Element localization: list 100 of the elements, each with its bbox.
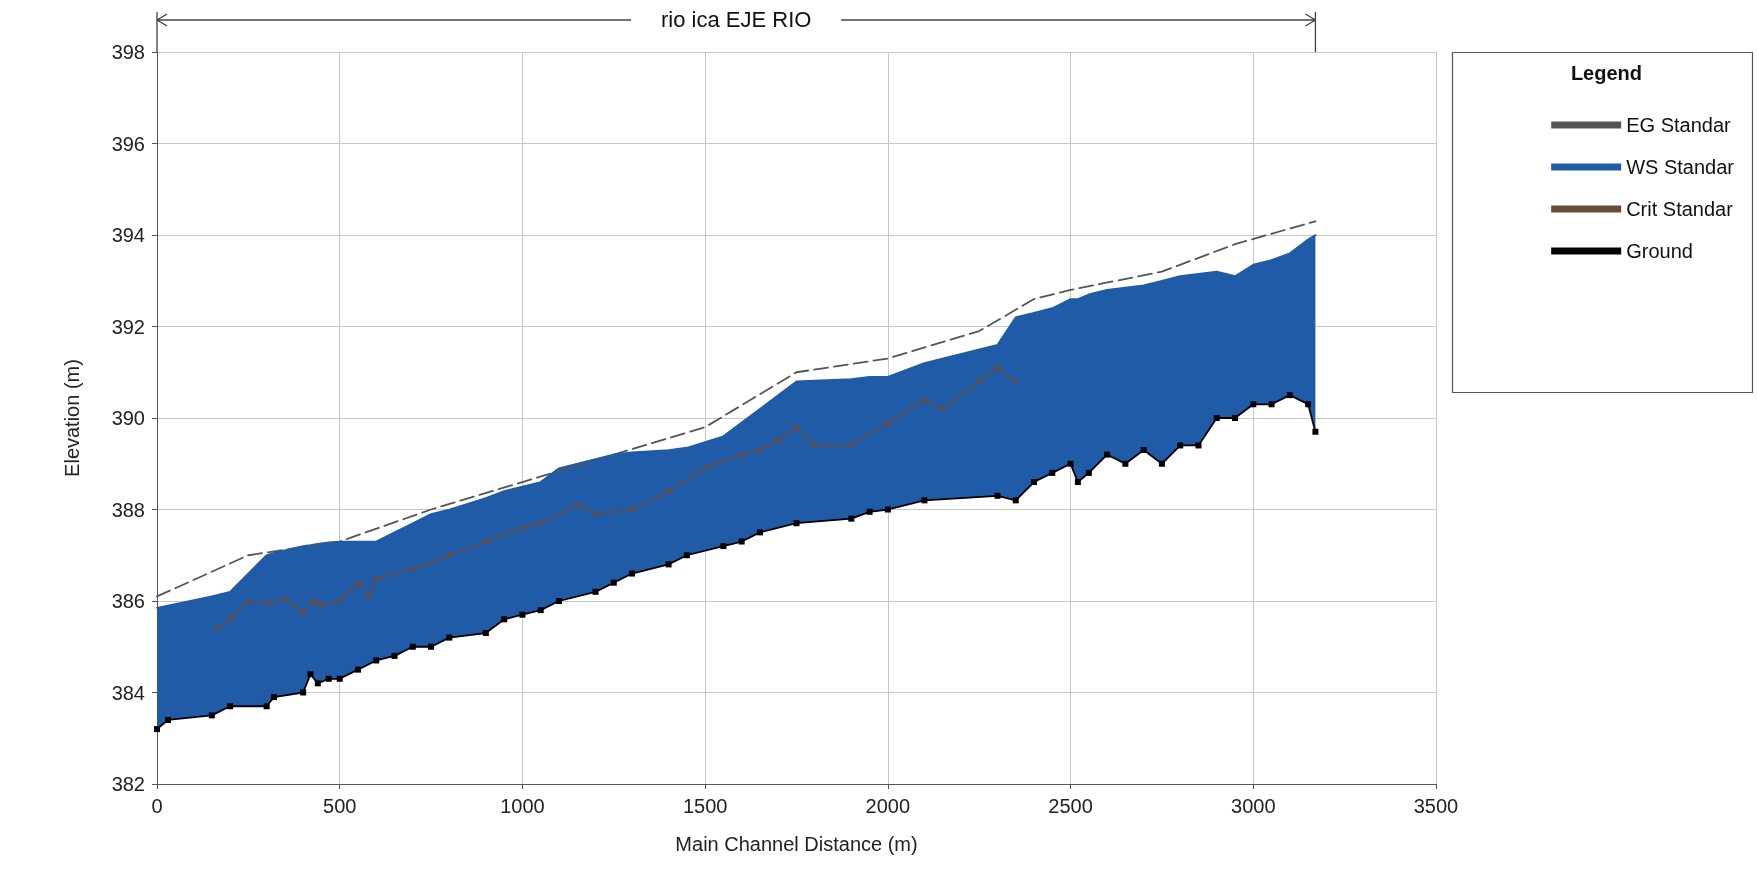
point — [372, 574, 380, 582]
y-tick-label: 386 — [111, 590, 145, 612]
legend-title: Legend — [1570, 62, 1643, 84]
y-tick-label: 390 — [111, 407, 145, 429]
x-axis-title: Main Channel Distance (m) — [675, 833, 918, 855]
point — [720, 543, 727, 550]
point — [629, 570, 636, 577]
legend-label: EG Standar — [1626, 114, 1732, 136]
point — [774, 437, 782, 445]
point — [884, 506, 891, 513]
point — [409, 565, 417, 573]
x-tick-label: 0 — [151, 795, 163, 817]
point — [373, 657, 380, 664]
y-tick-label: 388 — [111, 498, 145, 521]
point — [300, 689, 307, 696]
y-tick-label: 382 — [111, 773, 145, 795]
point — [354, 666, 361, 673]
point — [244, 597, 252, 605]
y-axis-title: Elevation (m) — [61, 359, 83, 477]
point — [307, 671, 314, 678]
point — [365, 592, 373, 600]
point — [226, 615, 234, 623]
point — [336, 597, 344, 605]
point — [501, 616, 508, 623]
point — [1140, 447, 1147, 454]
y-tick-label: 396 — [111, 132, 145, 155]
point — [1085, 469, 1092, 476]
point — [756, 446, 764, 454]
point — [848, 515, 855, 522]
point — [281, 595, 289, 603]
point — [683, 552, 690, 559]
chart-title: rio ica EJE RIO — [660, 7, 813, 33]
legend-label: Ground — [1626, 240, 1693, 262]
point — [793, 423, 800, 431]
point — [1104, 451, 1111, 458]
point — [921, 497, 928, 504]
point — [519, 611, 526, 618]
y-tick-label: 398 — [111, 41, 145, 63]
point — [446, 634, 453, 641]
point — [1122, 460, 1129, 467]
point — [592, 510, 600, 518]
point — [555, 598, 562, 604]
x-tick-label: 2000 — [865, 795, 911, 817]
point — [866, 508, 873, 515]
point — [1074, 479, 1081, 486]
point — [299, 608, 307, 616]
x-tick-label: 3500 — [1413, 795, 1459, 817]
point — [1049, 469, 1056, 476]
legend-label: Crit Standar — [1626, 198, 1734, 220]
legend-label: WS Standar — [1626, 156, 1735, 178]
point — [537, 607, 544, 614]
point — [665, 561, 672, 568]
point — [1286, 392, 1293, 399]
point — [756, 529, 763, 536]
point — [1250, 401, 1257, 408]
point — [325, 675, 332, 682]
point — [409, 643, 416, 650]
point — [164, 716, 171, 723]
point — [482, 630, 489, 637]
point — [793, 520, 800, 527]
point — [701, 464, 709, 472]
x-tick-label: 500 — [323, 795, 357, 817]
x-tick-label: 1000 — [500, 795, 545, 817]
point — [1268, 401, 1275, 408]
point — [314, 680, 321, 687]
point — [610, 579, 617, 586]
y-tick-label: 384 — [111, 681, 145, 704]
point — [310, 597, 318, 605]
point — [738, 538, 745, 545]
point — [1213, 415, 1220, 421]
point — [1031, 479, 1038, 486]
point — [428, 643, 435, 650]
x-tick-label: 1500 — [682, 795, 728, 817]
point — [270, 694, 277, 701]
point — [227, 703, 234, 710]
point — [1158, 460, 1165, 467]
point — [1312, 428, 1319, 435]
y-tick-label: 394 — [111, 224, 145, 246]
point — [1067, 460, 1074, 467]
point — [336, 675, 343, 682]
point — [354, 579, 362, 587]
point — [1012, 497, 1019, 504]
point — [391, 652, 398, 659]
y-tick-label: 392 — [111, 315, 145, 338]
point — [628, 506, 636, 513]
point — [263, 703, 270, 710]
point — [482, 538, 490, 546]
x-tick-label: 2500 — [1048, 795, 1093, 817]
point — [884, 419, 892, 427]
point — [154, 726, 160, 733]
point — [939, 405, 947, 413]
point — [1195, 442, 1202, 449]
x-tick-label: 3000 — [1231, 795, 1276, 817]
point — [592, 588, 599, 595]
point — [994, 492, 1001, 499]
point — [573, 501, 581, 509]
point — [1232, 415, 1239, 421]
point — [1305, 401, 1312, 408]
point — [1177, 442, 1184, 449]
point — [208, 712, 215, 719]
